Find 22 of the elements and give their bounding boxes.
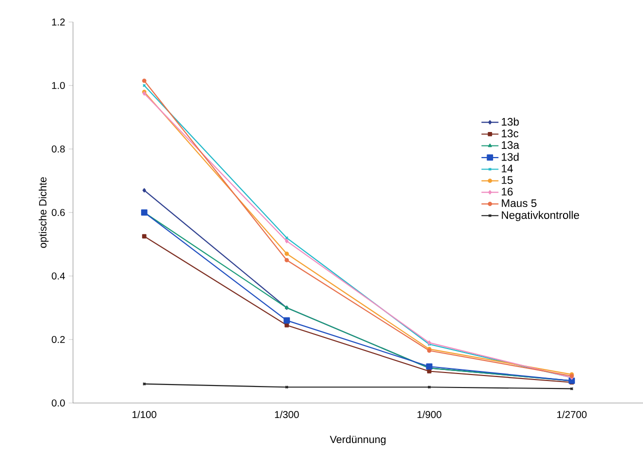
x-tick-label: 1/900 xyxy=(418,410,442,418)
x-tick-label: 1/100 xyxy=(132,410,156,418)
y-tick-label: 0.6 xyxy=(52,208,65,216)
x-tick-label: 1/300 xyxy=(275,410,299,418)
y-tick-label: 0.8 xyxy=(52,145,65,153)
legend-label: 13d xyxy=(502,152,519,161)
x-tick-label: 1/2700 xyxy=(557,410,587,418)
legend-label: 14 xyxy=(502,164,513,172)
legend-label: Negativkontrolle xyxy=(502,210,580,222)
legend-label: 13c xyxy=(502,130,518,138)
legend-label: 13b xyxy=(502,118,519,126)
y-tick-label: 0.0 xyxy=(52,399,65,407)
legend-label: 16 xyxy=(502,188,513,196)
legend-label: Maus 5 xyxy=(502,199,536,208)
legend-label: 13a xyxy=(502,141,520,149)
y-tick-label: 1.0 xyxy=(52,82,65,90)
y-tick-label: 0.4 xyxy=(52,272,65,280)
y-tick-label: 1.2 xyxy=(52,18,65,26)
y-axis-title: optische Dichte xyxy=(38,177,49,248)
x-axis-title: Verdünnung xyxy=(330,435,386,446)
y-tick-label: 0.2 xyxy=(52,336,65,344)
legend-label: 15 xyxy=(502,176,513,184)
